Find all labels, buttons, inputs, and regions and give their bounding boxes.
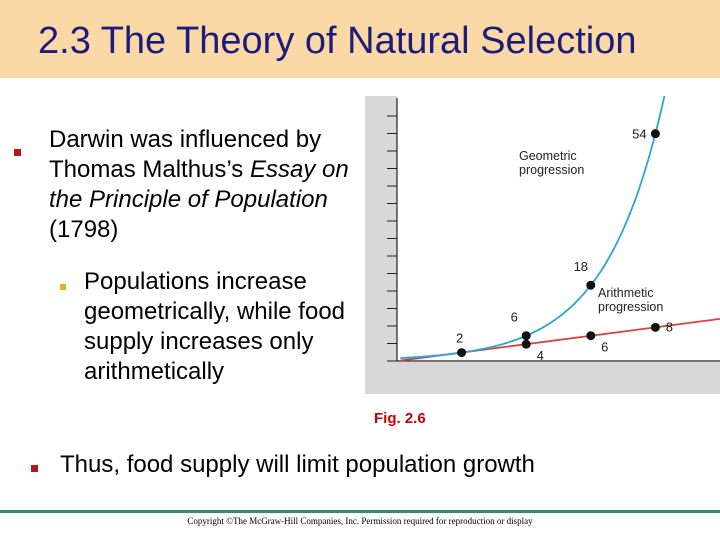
geometric-data-point — [586, 280, 596, 290]
geometric-series-label: Geometric progression — [519, 149, 584, 177]
copyright-notice: Copyright ©The McGraw-Hill Companies, In… — [187, 516, 533, 526]
arithmetic-data-point — [650, 322, 660, 332]
geometric-data-point — [521, 331, 531, 341]
geometric-data-label: 2 — [456, 331, 463, 346]
growth-chart: 2 6 18 54 4 6 8 Geometric progression Arithmetic p… — [365, 92, 720, 394]
sub-bullet-marker — [60, 284, 66, 290]
arithmetic-data-point — [521, 339, 531, 349]
arithmetic-data-label: 6 — [601, 340, 608, 355]
geometric-data-label: 54 — [632, 127, 646, 142]
arithmetic-data-point — [586, 331, 596, 341]
slide-title: 2.3 The Theory of Natural Selection — [38, 20, 637, 62]
arithmetic-data-label: 8 — [666, 319, 673, 334]
arithmetic-data-label: 4 — [537, 348, 544, 363]
bullet-darwin-year: (1798) — [49, 216, 119, 243]
bullet-darwin-text: Darwin was influenced by Thomas Malthus’… — [49, 125, 369, 245]
geometric-data-label: 6 — [511, 310, 518, 325]
figure-label: Fig. 2.6 — [374, 410, 426, 427]
bullet-darwin-essay-title: Essay on the Principle of Population — [49, 156, 349, 213]
footer-rule — [0, 510, 720, 513]
arithmetic-series-label: Arithmetic progression — [598, 286, 663, 314]
geometric-progression-curve — [400, 92, 666, 359]
bullet-darwin-intro: Darwin was influenced by Thomas Malthus’… — [49, 126, 322, 183]
sub-bullet-populations-text: Populations increase geometrically, whil… — [84, 268, 346, 385]
bullet-marker — [14, 149, 21, 156]
geometric-data-point — [650, 129, 660, 139]
geometric-data-label: 18 — [574, 259, 588, 274]
title-band — [0, 0, 720, 78]
bullet-marker-bottom — [31, 465, 38, 472]
geometric-data-point — [457, 348, 467, 358]
growth-chart-svg: 2 6 18 54 4 6 8 Geometric progression Arithmetic p… — [365, 92, 720, 394]
bullet-conclusion-text: Thus, food supply will limit population … — [60, 451, 535, 478]
